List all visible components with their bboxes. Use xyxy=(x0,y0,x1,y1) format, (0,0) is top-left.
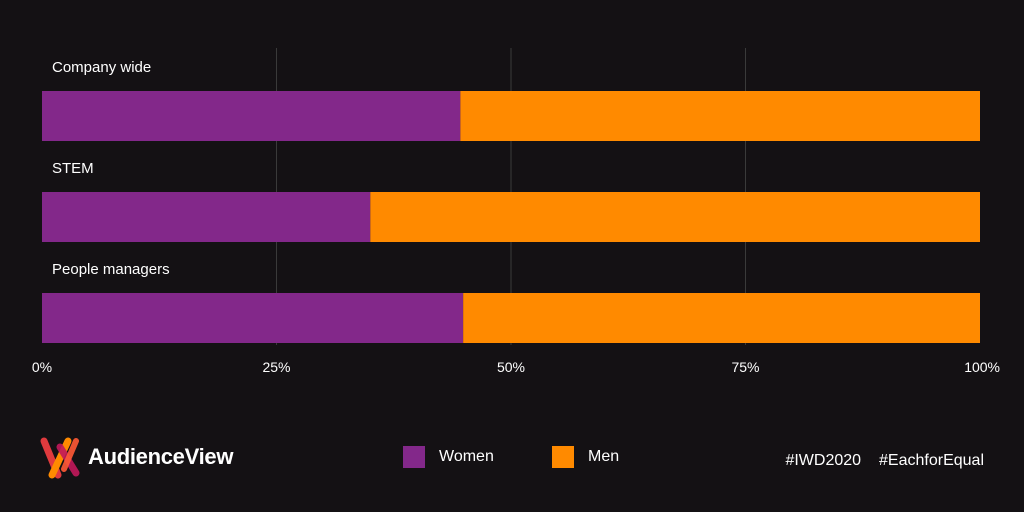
legend-item-men: Men xyxy=(552,446,619,468)
category-label-people-managers: People managers xyxy=(52,261,170,278)
x-tick-label: 75% xyxy=(731,359,759,375)
legend-label-women: Women xyxy=(439,448,494,465)
audienceview-logo-icon xyxy=(40,437,80,479)
bar-men-people-managers xyxy=(463,293,980,343)
category-label-stem: STEM xyxy=(52,160,94,177)
bar-women-people-managers xyxy=(42,293,464,343)
x-tick-label: 50% xyxy=(497,359,525,375)
bar-men-stem xyxy=(370,192,980,242)
hashtag-iwd2020: #IWD2020 xyxy=(785,452,862,469)
x-tick-label: 25% xyxy=(262,359,290,375)
x-tick-label: 0% xyxy=(32,359,52,375)
audienceview-logo: AudienceView xyxy=(38,432,233,482)
bar-women-company-wide xyxy=(42,91,461,141)
legend-swatch-men xyxy=(552,446,574,468)
stacked-bar-chart: Company wide STEM People managers 0% 25% 50% 7… xyxy=(32,48,1000,375)
bar-women-stem xyxy=(42,192,371,242)
x-tick-label: 100% xyxy=(964,359,1000,375)
hashtags: #IWD2020 #EachforEqual xyxy=(785,452,984,470)
legend-item-women: Women xyxy=(403,446,494,468)
footer: AudienceView Women Men #IWD2020 #Eachfor… xyxy=(0,430,1024,490)
legend-swatch-women xyxy=(403,446,425,468)
legend-label-men: Men xyxy=(588,448,620,465)
category-label-company-wide: Company wide xyxy=(52,59,151,76)
hashtag-eachforequal: #EachforEqual xyxy=(879,452,984,469)
bar-men-company-wide xyxy=(460,91,980,141)
brand-name: AudienceView xyxy=(88,444,234,469)
